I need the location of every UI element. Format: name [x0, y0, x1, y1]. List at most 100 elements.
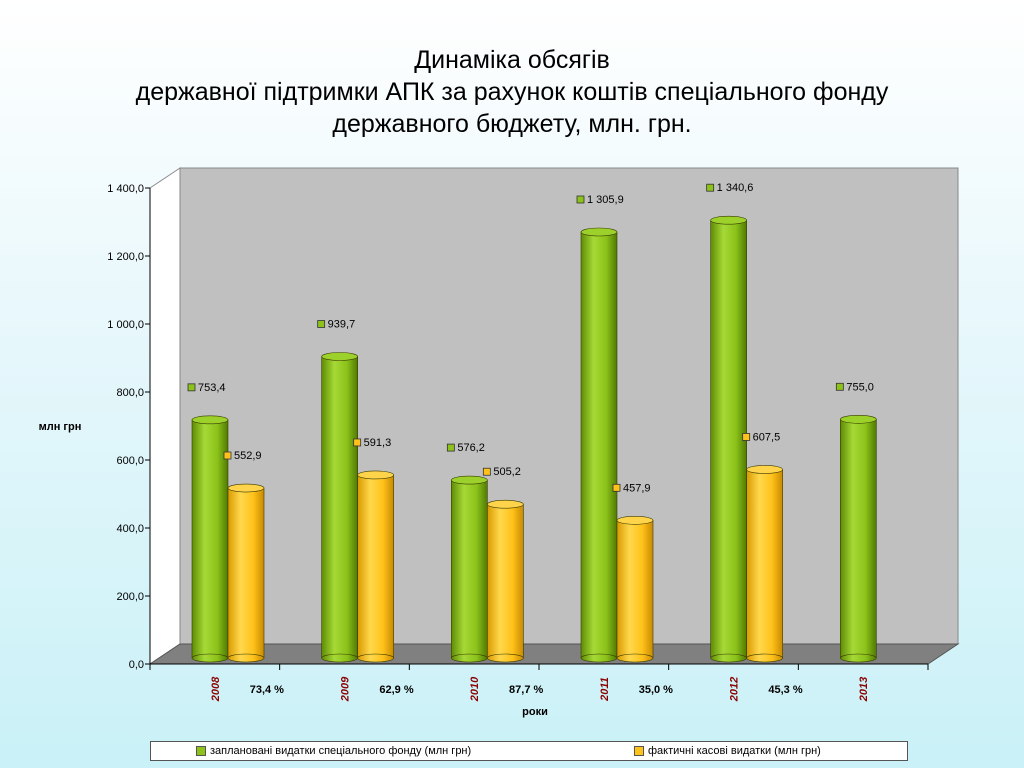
bar-base	[840, 653, 877, 663]
bar-top	[840, 414, 877, 424]
legend-item-planned: заплановані видатки спеціального фонду (…	[196, 745, 471, 757]
chart-title: Динаміка обсягів державної підтримки АПК…	[0, 44, 1024, 140]
data-label: 939,7	[328, 319, 356, 331]
percentage-label: 73,4 %	[250, 684, 284, 696]
bar-actual-2008	[227, 483, 265, 663]
percentage-label: 45,3 %	[768, 684, 802, 696]
bar-planned-2010	[451, 475, 488, 663]
x-tick-label: 2008	[210, 676, 222, 702]
legend-swatch-actual	[634, 746, 644, 756]
data-label-swatch	[353, 438, 362, 447]
data-label-swatch	[317, 320, 326, 328]
bar-base	[487, 653, 524, 663]
title-line-1: Динаміка обсягів	[414, 46, 610, 74]
bar-base	[227, 653, 265, 663]
x-tick-label: 2011	[599, 677, 611, 702]
data-label-swatch	[742, 433, 751, 441]
y-tick-label: 400,0	[116, 523, 144, 535]
y-axis: 0,0 200,0 400,0 600,0 800,0 1 000,0 1 200,0 1 4…	[107, 183, 151, 671]
data-label-swatch	[223, 451, 232, 460]
data-labels: 753,4 939,7 576,2 1 305,9 1 340,6 755,0 552,9 5…	[187, 182, 874, 494]
data-label: 457,9	[623, 482, 651, 494]
bar-base	[321, 653, 358, 663]
y-tick-label: 1 000,0	[107, 319, 144, 331]
bar-planned-2011	[580, 227, 618, 663]
data-label: 607,5	[753, 431, 781, 443]
bar-body	[227, 487, 265, 659]
y-tick-label: 200,0	[116, 591, 144, 603]
data-label-swatch	[482, 467, 491, 476]
bar-top	[580, 227, 618, 237]
bar-body	[840, 418, 877, 659]
x-tick-label: 2012	[729, 677, 741, 702]
bar-top	[616, 516, 654, 525]
data-label: 1 305,9	[587, 194, 624, 206]
title-line-3: державного бюджету, млн. грн.	[332, 110, 692, 138]
y-tick-label: 0,0	[129, 659, 144, 671]
bar-base	[710, 653, 747, 663]
percentage-label: 87,7 %	[509, 684, 543, 696]
legend-item-actual: фактичні касові видатки (млн грн)	[634, 745, 821, 757]
bar-planned-2008	[191, 415, 229, 663]
legend-label-actual: фактичні касові видатки (млн грн)	[648, 745, 821, 757]
bar-base	[616, 653, 654, 663]
bar-base	[191, 653, 229, 663]
x-tick-label: 2010	[469, 676, 481, 702]
data-label-swatch	[576, 195, 585, 204]
bar-top	[746, 465, 783, 474]
data-label: 576,2	[457, 442, 485, 454]
bar-body	[451, 479, 488, 659]
data-label: 552,9	[234, 450, 262, 462]
bar-top	[321, 352, 358, 361]
bar-body	[321, 356, 358, 659]
data-label-swatch	[612, 483, 621, 492]
data-label-swatch	[706, 183, 715, 192]
bar-top	[710, 215, 747, 225]
bar-actual-2012	[746, 465, 783, 663]
bar-body	[487, 503, 524, 659]
bar-base	[451, 653, 488, 663]
bar-planned-2009	[321, 352, 358, 663]
data-label: 1 340,6	[717, 182, 754, 194]
bar-planned-2013	[840, 414, 877, 663]
bar-actual-2009	[357, 470, 394, 663]
y-tick-label: 1 400,0	[107, 183, 144, 195]
data-label-swatch	[835, 382, 844, 391]
data-label: 753,4	[198, 382, 226, 394]
data-label-swatch	[446, 443, 455, 452]
legend-label-planned: заплановані видатки спеціального фонду (…	[210, 745, 472, 757]
bars	[191, 215, 877, 663]
y-tick-label: 600,0	[116, 455, 144, 467]
y-tick-label: 800,0	[116, 387, 144, 399]
y-axis-label: млн грн	[39, 421, 82, 433]
legend: заплановані видатки спеціального фонду (…	[150, 741, 908, 761]
bar-top	[357, 470, 394, 480]
bar-body	[710, 219, 747, 659]
x-tick-label: 2013	[858, 677, 870, 702]
bar-actual-2010	[487, 499, 524, 663]
x-tick-label: 2009	[340, 676, 352, 702]
x-axis-label: роки	[522, 706, 548, 718]
percentage-label: 62,9 %	[379, 684, 413, 696]
data-label: 755,0	[846, 381, 874, 393]
title-line-2: державної підтримки АПК за рахунок кошті…	[135, 78, 889, 106]
bar-body	[580, 231, 618, 659]
y-tick-label: 1 200,0	[107, 251, 144, 263]
bar-body	[191, 419, 229, 659]
data-label-swatch	[187, 383, 196, 392]
bar-body	[616, 520, 654, 659]
bar-body	[357, 474, 394, 659]
bar-base	[357, 653, 394, 663]
bar-base	[580, 653, 618, 663]
bar-body	[746, 469, 783, 659]
x-axis: 2008 73,4 % 2009 62,9 % 2010 87,7 % 2011 35,0 %…	[149, 663, 929, 702]
legend-swatch-planned	[196, 746, 206, 756]
bar-chart: 0,0 200,0 400,0 600,0 800,0 1 000,0 1 200,0 1 4…	[39, 167, 960, 718]
floor	[148, 643, 960, 665]
chart-frame	[148, 167, 960, 665]
bar-top	[487, 499, 524, 509]
bar-top	[227, 483, 265, 493]
data-label: 591,3	[364, 437, 392, 449]
percentage-label: 35,0 %	[639, 684, 673, 696]
bar-planned-2012	[710, 215, 747, 663]
